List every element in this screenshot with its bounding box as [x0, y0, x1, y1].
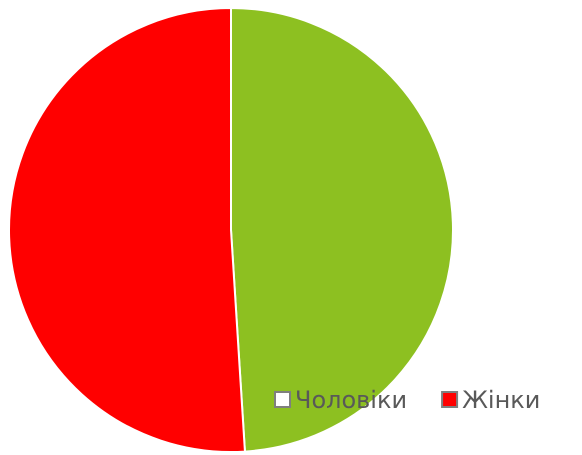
pie-slice — [230, 6, 454, 453]
legend-marker — [274, 391, 291, 408]
legend-marker — [441, 391, 459, 408]
legend-label: Жінки — [462, 386, 540, 414]
pie-slice — [8, 6, 246, 453]
legend-label: Чоловіки — [295, 386, 407, 414]
